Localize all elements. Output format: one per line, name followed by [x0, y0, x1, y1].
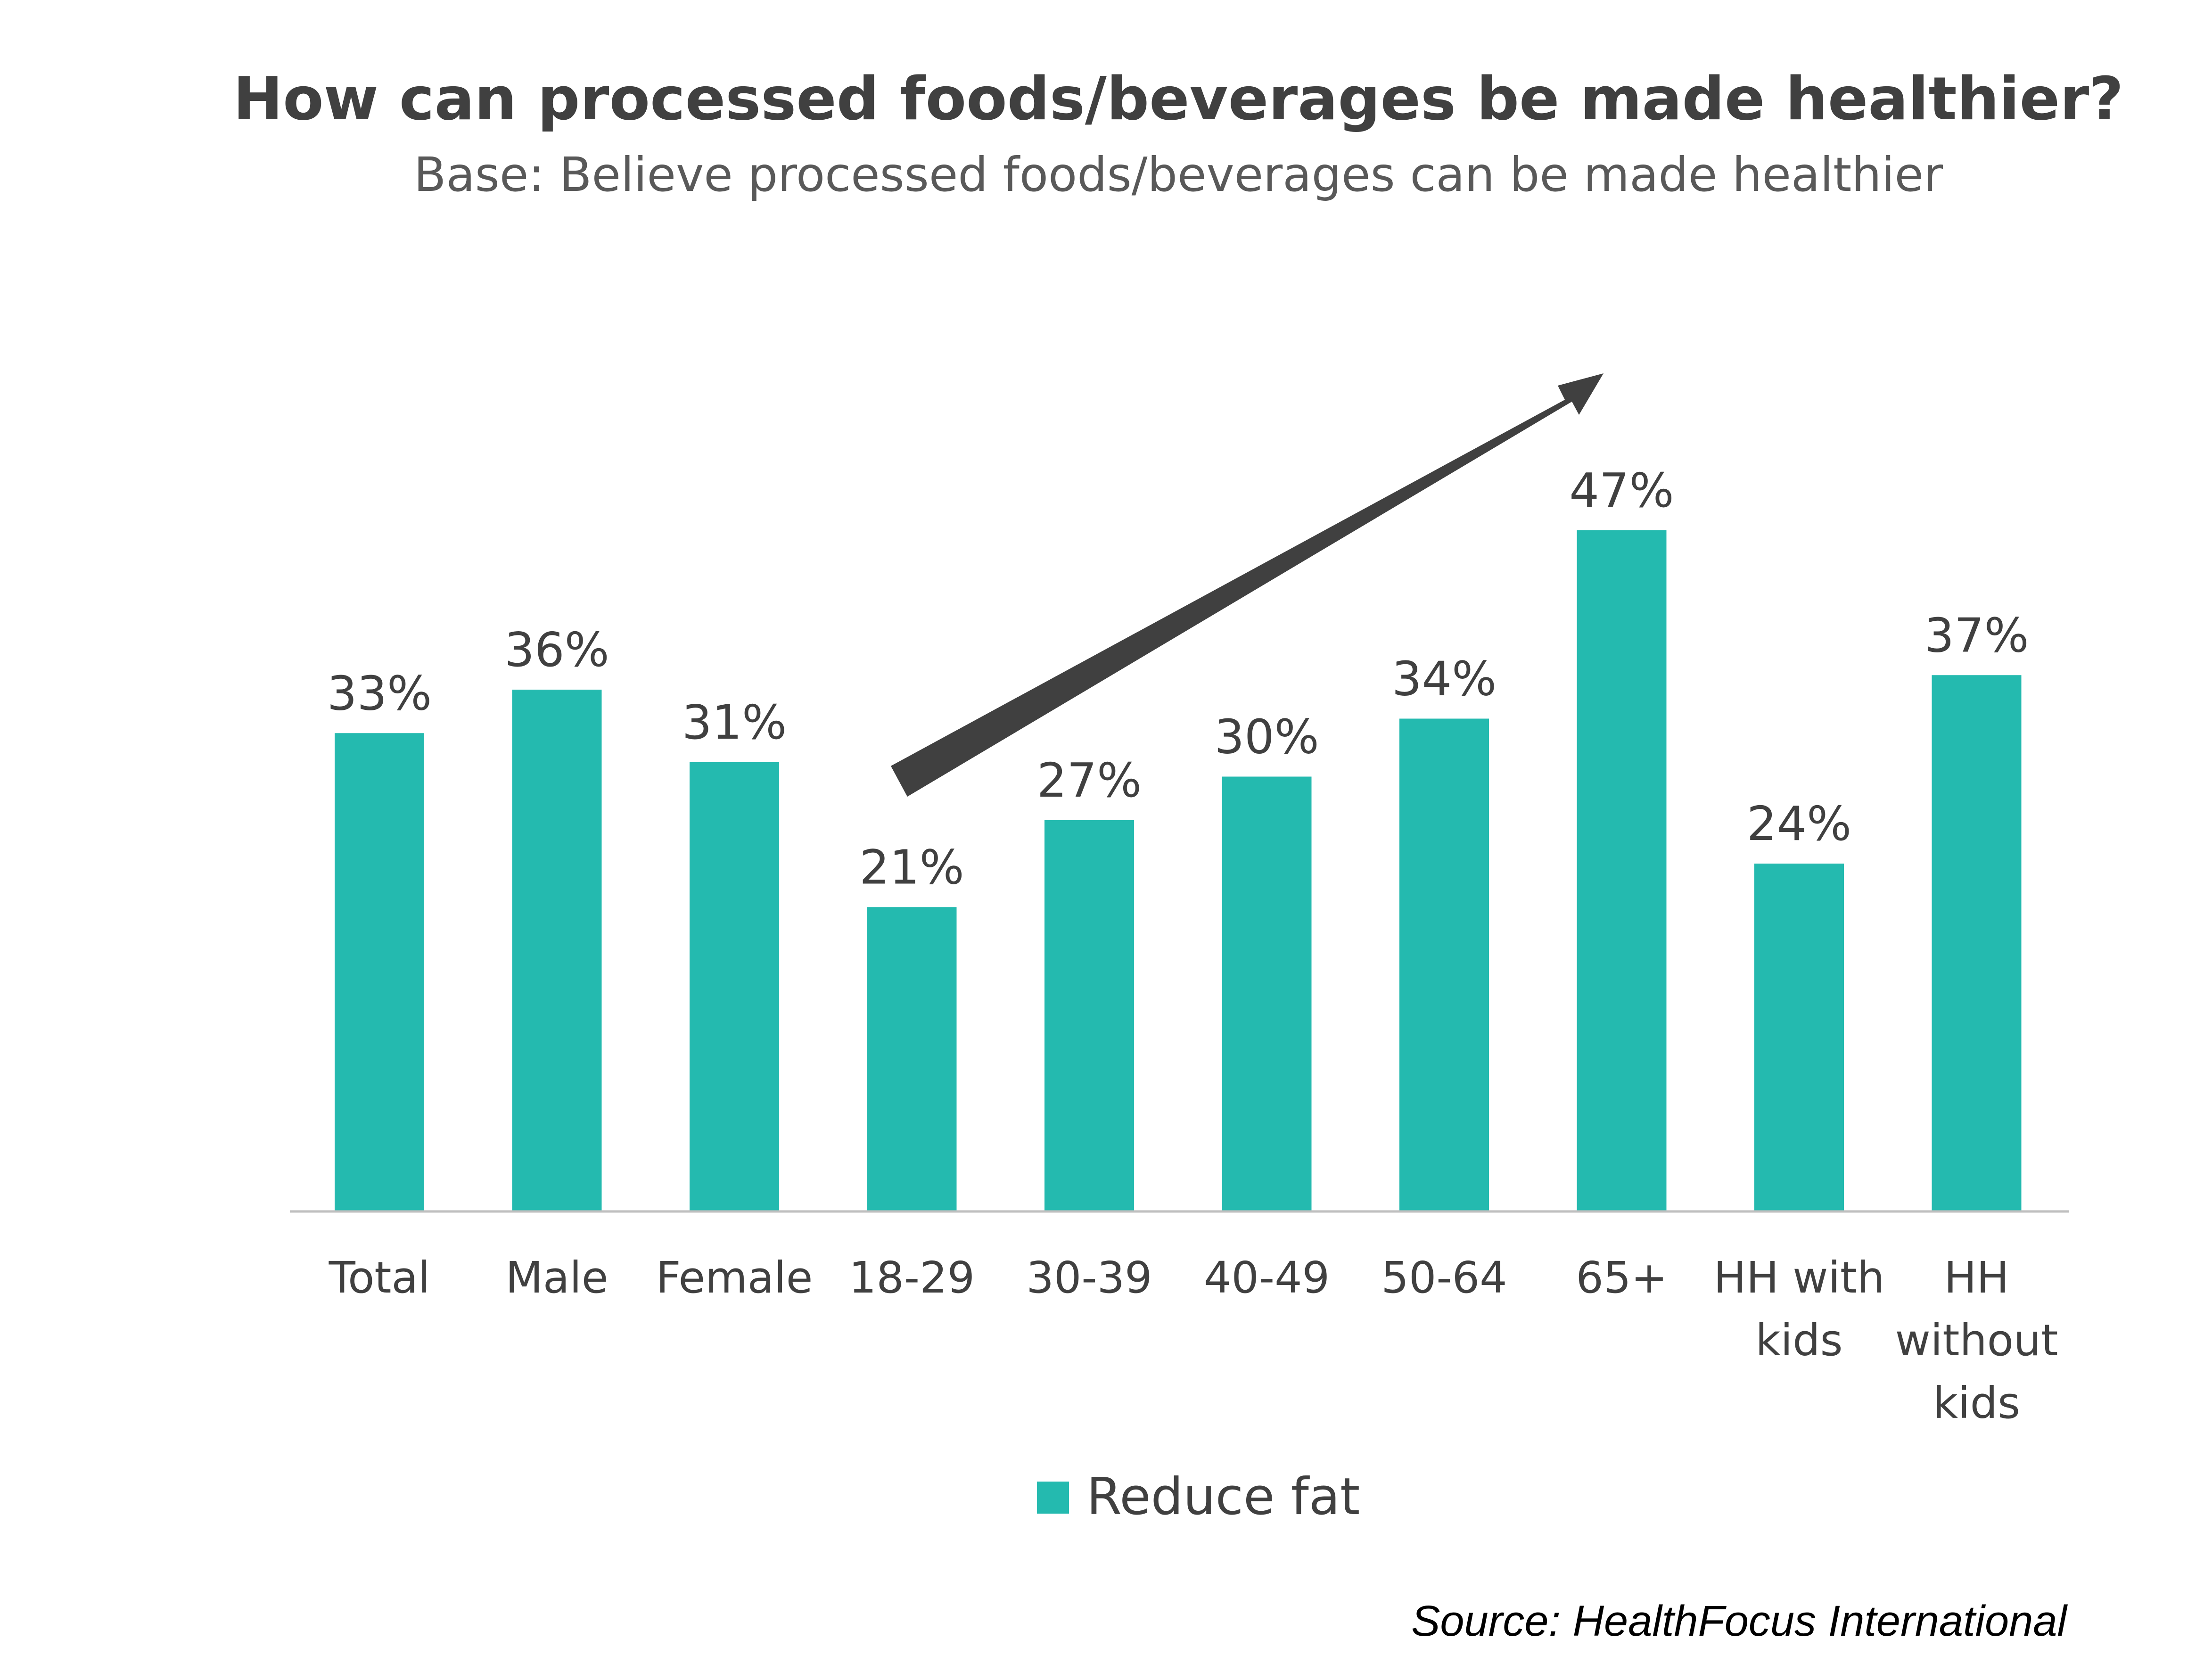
data-label-male: 36%	[504, 622, 609, 677]
x-tick-label-50-64: 50-64	[1381, 1252, 1507, 1303]
x-label-group: Total Male Female 18-29 30-39 40-49 50-64 65+ HH…	[329, 1252, 2058, 1428]
bar-hh-without-kids	[1932, 675, 2022, 1211]
data-label-group: 33% 36% 31% 21% 27% 30% 34% 47% 24% 37%	[327, 463, 2029, 895]
bar-40-49	[1222, 776, 1312, 1211]
trend-arrow-icon	[891, 373, 1603, 797]
data-label-50-64: 34%	[1392, 651, 1497, 707]
chart-subtitle: Base: Believe processed foods/beverages …	[414, 147, 1943, 202]
bar-group	[335, 530, 2022, 1211]
bar-50-64	[1399, 718, 1489, 1211]
data-label-40-49: 30%	[1214, 709, 1319, 765]
data-label-hh-with-kids: 24%	[1747, 796, 1851, 851]
x-tick-label-total: Total	[329, 1252, 430, 1303]
x-tick-label-hh-with-kids: HH with	[1714, 1252, 1885, 1303]
legend-swatch	[1037, 1482, 1069, 1514]
data-label-female: 31%	[682, 695, 787, 750]
bar-male	[512, 690, 602, 1211]
legend-label: Reduce fat	[1086, 1467, 1360, 1526]
bar-30-39	[1044, 820, 1134, 1211]
x-tick-label-hh-without-kids: kids	[1933, 1378, 2020, 1428]
legend: Reduce fat	[1037, 1467, 1360, 1526]
data-label-hh-without-kids: 37%	[1924, 608, 2029, 663]
source-note: Source: HealthFocus International	[1411, 1597, 2068, 1645]
bar-18-29	[867, 907, 957, 1211]
x-tick-label-30-39: 30-39	[1026, 1252, 1152, 1303]
bar-total	[335, 733, 424, 1211]
x-tick-label-hh-without-kids: HH	[1944, 1252, 2009, 1303]
x-tick-label-18-29: 18-29	[849, 1252, 975, 1303]
x-tick-label-female: Female	[656, 1252, 813, 1303]
bar-hh-with-kids	[1754, 864, 1844, 1211]
x-tick-label-hh-without-kids: without	[1895, 1315, 2058, 1366]
x-tick-label-65-: 65+	[1576, 1252, 1667, 1303]
trend-arrow	[891, 373, 1603, 797]
x-tick-label-hh-with-kids: kids	[1755, 1315, 1842, 1366]
x-tick-label-male: Male	[506, 1252, 609, 1303]
bar-65-	[1577, 530, 1667, 1211]
x-tick-label-40-49: 40-49	[1204, 1252, 1330, 1303]
data-label-total: 33%	[327, 666, 432, 721]
data-label-30-39: 27%	[1037, 753, 1142, 808]
data-label-65-: 47%	[1569, 463, 1674, 518]
bar-female	[690, 762, 779, 1211]
data-label-18-29: 21%	[859, 840, 964, 895]
chart-title: How can processed foods/beverages be mad…	[233, 64, 2124, 133]
